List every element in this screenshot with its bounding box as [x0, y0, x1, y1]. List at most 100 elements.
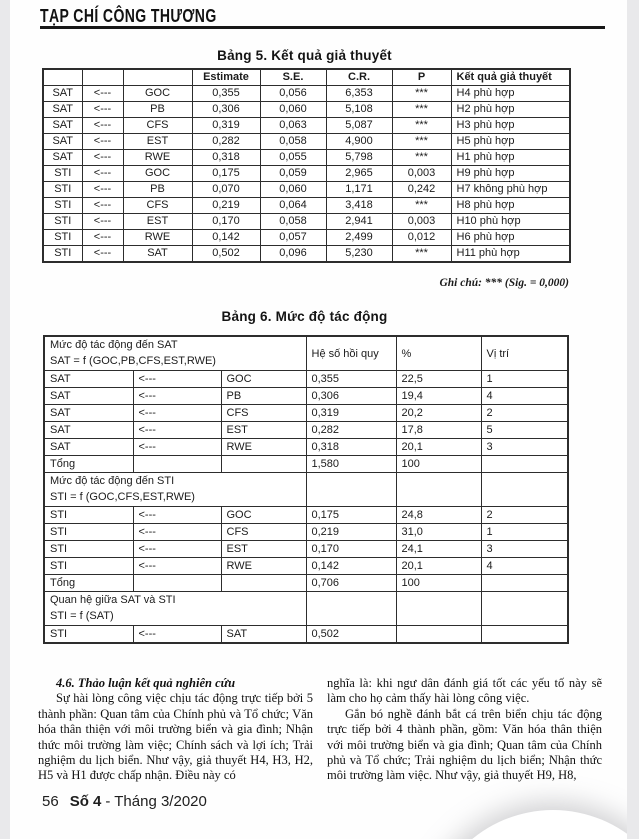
cell-estimate: 0,318	[191, 149, 261, 166]
table5-row: STI <--- RWE 0,142 0,057 2,499 0,012 H6 …	[42, 229, 571, 246]
cell-cr: 1,171	[325, 181, 393, 198]
cell-arrow: <---	[132, 404, 222, 422]
cell-independent: SAT	[122, 245, 193, 263]
cell-p: 0,003	[391, 213, 452, 230]
cell-total-percent: 100	[395, 574, 482, 592]
table6-header-row: Mức độ tác động đến SAT SAT = f (GOC,PB,…	[43, 335, 569, 371]
cell-percent: 20,2	[395, 404, 482, 422]
cell-cr: 5,798	[325, 149, 393, 166]
section3-row: Quan hệ giữa SAT và STI STI = f (SAT)	[43, 591, 569, 626]
cell-independent: PB	[220, 387, 307, 405]
hypothesis-results-table: Estimate S.E. C.R. P Kết quả giả thuyết …	[42, 68, 571, 263]
cell-rank: 1	[480, 370, 569, 388]
cell-percent	[395, 625, 482, 644]
cell-dependent: SAT	[43, 438, 134, 456]
cell-dependent: STI	[43, 540, 134, 558]
cell-p: ***	[391, 133, 452, 150]
cell-percent: 22,5	[395, 370, 482, 388]
total-row-sat: Tổng 1,580 100	[43, 455, 569, 473]
cell-coefficient: 0,142	[305, 557, 397, 575]
cell-p: ***	[391, 101, 452, 118]
cell-arrow: <---	[81, 101, 124, 118]
cell-p: ***	[391, 149, 452, 166]
header-empty-dep	[42, 68, 83, 86]
cell-coefficient: 0,306	[305, 387, 397, 405]
cell-empty	[305, 591, 397, 626]
cell-coefficient: 0,318	[305, 438, 397, 456]
cell-independent: GOC	[220, 506, 307, 524]
cell-estimate: 0,170	[191, 213, 261, 230]
cell-empty	[395, 591, 482, 626]
cell-arrow: <---	[81, 117, 124, 134]
table5-row: SAT <--- EST 0,282 0,058 4,900 *** H5 ph…	[42, 133, 571, 150]
cell-arrow: <---	[81, 197, 124, 214]
cell-arrow: <---	[132, 557, 222, 575]
cell-result: H9 phù hợp	[450, 165, 571, 182]
cell-arrow: <---	[81, 85, 124, 102]
cell-dependent: STI	[43, 557, 134, 575]
cell-cr: 3,418	[325, 197, 393, 214]
page-curl-shadow	[426, 810, 627, 839]
cell-arrow: <---	[81, 181, 124, 198]
cell-dependent: SAT	[42, 149, 83, 166]
impact-level-table: Mức độ tác động đến SAT SAT = f (GOC,PB,…	[43, 335, 569, 644]
table6-title: Bảng 6. Mức độ tác động	[221, 309, 388, 324]
header-p: P	[391, 68, 452, 86]
cell-arrow: <---	[132, 506, 222, 524]
header-coefficient: Hệ số hồi quy	[305, 335, 397, 371]
table6-row: SAT <--- GOC 0,355 22,5 1	[43, 370, 569, 388]
header-result: Kết quả giả thuyết	[450, 68, 571, 86]
cell-estimate: 0,175	[191, 165, 261, 182]
cell-rank: 4	[480, 387, 569, 405]
cell-total-label: Tổng	[43, 455, 134, 473]
cell-coefficient: 0,319	[305, 404, 397, 422]
cell-dependent: STI	[42, 213, 83, 230]
cell-cr: 4,900	[325, 133, 393, 150]
cell-se: 0,058	[259, 133, 327, 150]
cell-percent: 19,4	[395, 387, 482, 405]
cell-result: H1 phù hợp	[450, 149, 571, 166]
cell-se: 0,057	[259, 229, 327, 246]
cell-rank: 2	[480, 506, 569, 524]
cell-independent: RWE	[122, 149, 193, 166]
cell-empty	[480, 574, 569, 592]
table5-title: Bảng 5. Kết quả giả thuyết	[217, 48, 392, 63]
cell-dependent: STI	[42, 165, 83, 182]
cell-arrow: <---	[81, 245, 124, 263]
cell-se: 0,063	[259, 117, 327, 134]
cell-independent: PB	[122, 181, 193, 198]
cell-dependent: SAT	[43, 370, 134, 388]
issue-date: - Tháng 3/2020	[105, 793, 207, 810]
table5-row: STI <--- CFS 0,219 0,064 3,418 *** H8 ph…	[42, 197, 571, 214]
cell-arrow: <---	[132, 421, 222, 439]
cell-independent: GOC	[220, 370, 307, 388]
cell-se: 0,060	[259, 181, 327, 198]
header-se: S.E.	[259, 68, 327, 86]
cell-se: 0,096	[259, 245, 327, 263]
cell-cr: 5,087	[325, 117, 393, 134]
header-estimate: Estimate	[191, 68, 261, 86]
cell-independent: SAT	[220, 625, 307, 644]
cell-dependent: SAT	[43, 404, 134, 422]
section2-cell: Mức độ tác động đến STI STI = f (GOC,CFS…	[43, 472, 307, 507]
cell-total-percent: 100	[395, 455, 482, 473]
header-percent: %	[395, 335, 482, 371]
masthead-rule	[40, 26, 605, 29]
cell-percent: 24,1	[395, 540, 482, 558]
cell-total-label: Tổng	[43, 574, 134, 592]
table5-note: Ghi chú: *** (Sig. = 0,000)	[439, 277, 569, 289]
cell-independent: CFS	[220, 523, 307, 541]
cell-empty	[220, 455, 307, 473]
cell-cr: 2,499	[325, 229, 393, 246]
cell-p: 0,003	[391, 165, 452, 182]
cell-empty	[132, 455, 222, 473]
cell-rank: 1	[480, 523, 569, 541]
cell-coefficient: 0,175	[305, 506, 397, 524]
section3-line2: STI = f (SAT)	[50, 609, 114, 622]
cell-percent: 31,0	[395, 523, 482, 541]
table6-row: STI <--- RWE 0,142 20,1 4	[43, 557, 569, 575]
issue-label: Số 4	[69, 793, 102, 810]
cell-result: H5 phù hợp	[450, 133, 571, 150]
cell-se: 0,064	[259, 197, 327, 214]
cell-estimate: 0,282	[191, 133, 261, 150]
